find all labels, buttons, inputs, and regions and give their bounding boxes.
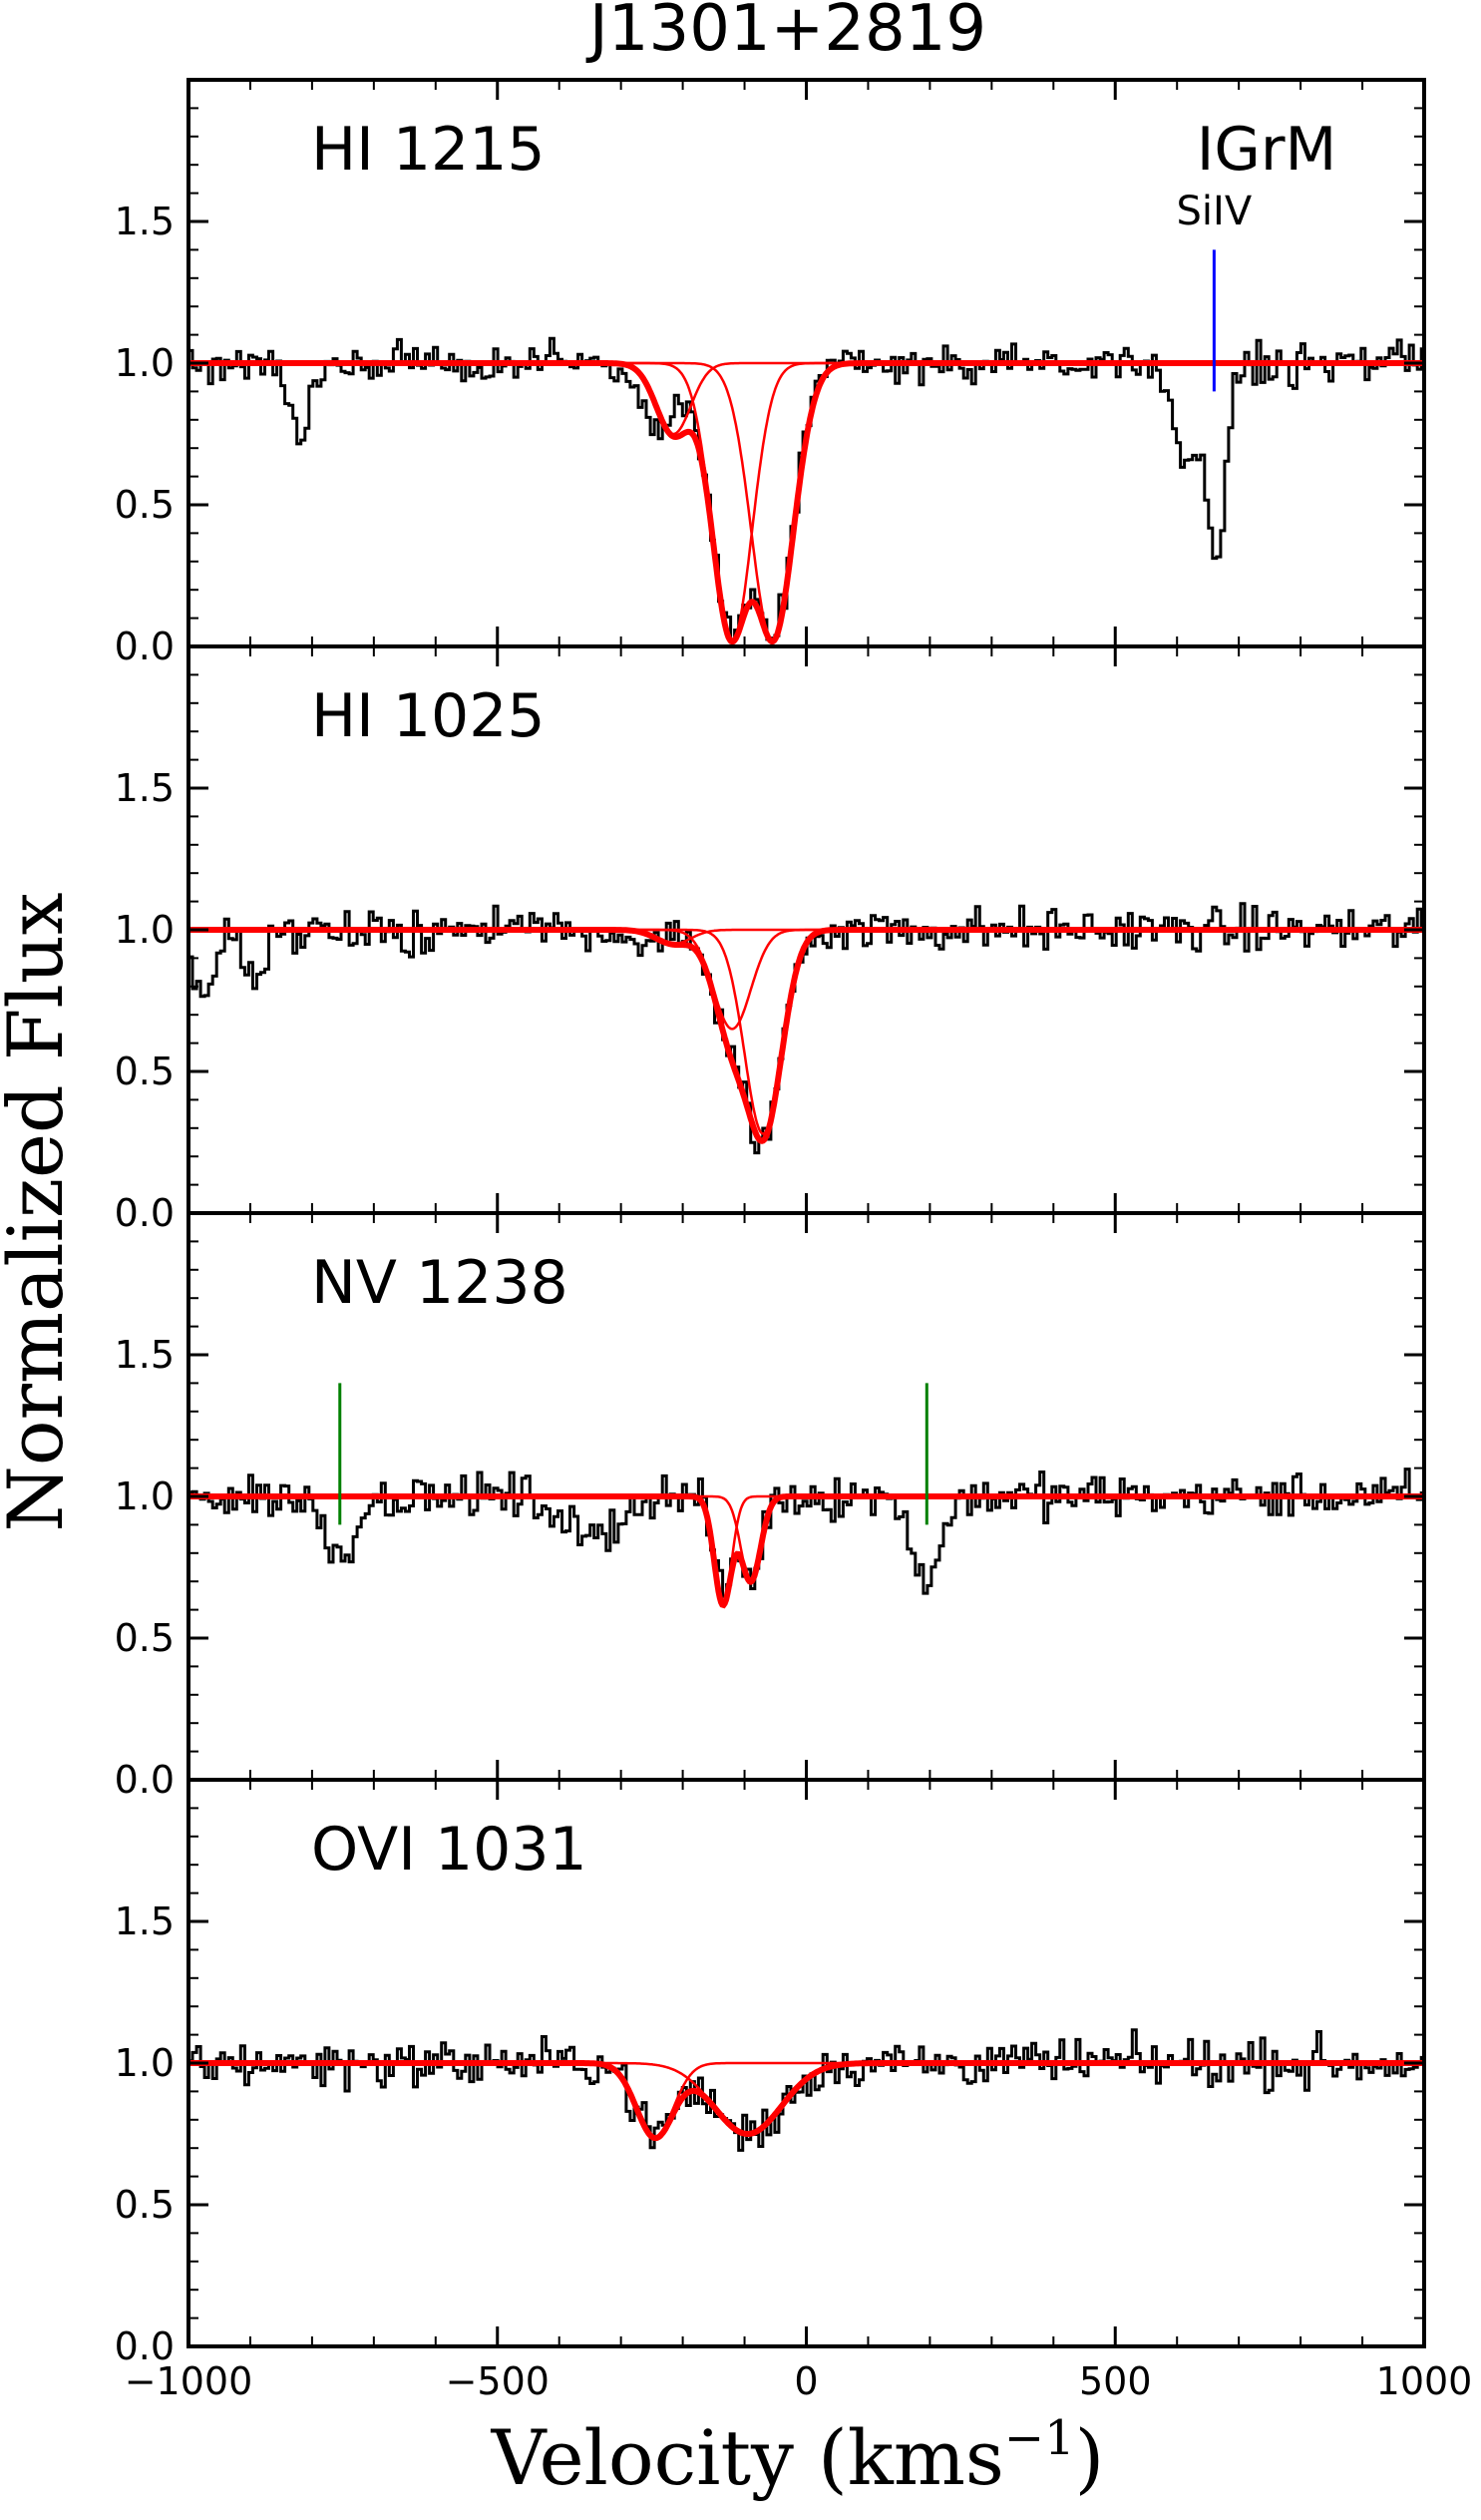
fit-component-2 — [188, 361, 1424, 642]
fit-component-2 — [188, 2061, 1424, 2136]
fit-total — [188, 2060, 1424, 2142]
y-tick-label: 0.5 — [115, 2183, 175, 2227]
y-tick-label: 0.5 — [115, 1050, 175, 1093]
observed-spectrum — [188, 336, 1424, 641]
x-tick-label: 500 — [1079, 2359, 1152, 2403]
fit-component-1 — [188, 1494, 1424, 1605]
fit-total — [188, 927, 1424, 1144]
y-axis-title: Normalized Flux — [0, 892, 80, 1531]
y-tick-label: 1.0 — [115, 341, 175, 385]
x-tick-labels: −1000 −500 0 500 1000 — [125, 2359, 1473, 2403]
observed-spectrum — [188, 1468, 1424, 1598]
panel-2: HI 1025 0.0 0.5 1.0 1.5 — [115, 644, 1426, 1235]
panel-label: NV 1238 — [311, 1248, 568, 1318]
y-tick-label: 0.0 — [115, 1758, 175, 1802]
fit-total — [188, 1493, 1424, 1609]
fit-component-2 — [188, 1494, 1424, 1583]
x-axis-title: Velocity (kms−1) — [491, 2410, 1105, 2502]
y-tick-label: 1.5 — [115, 766, 175, 810]
y-tick-label: 1.5 — [115, 1333, 175, 1377]
panel-label: OVI 1031 — [311, 1815, 587, 1885]
fit-component-1 — [188, 2061, 1424, 2139]
fit-component-3 — [188, 361, 1424, 642]
panel-label: HI 1025 — [311, 681, 546, 751]
panel-label: HI 1215 — [311, 115, 546, 185]
y-tick-label: 0.0 — [115, 2324, 175, 2368]
panel-4: OVI 1031 0.0 0.5 1.0 1.5 — [115, 1778, 1426, 2368]
x-tick-label: 1000 — [1376, 2359, 1473, 2403]
y-tick-label: 0.5 — [115, 483, 175, 527]
fit-total — [188, 360, 1424, 645]
y-tick-label: 0.0 — [115, 1191, 175, 1235]
x-tick-label: −1000 — [125, 2359, 253, 2403]
fit-component-3 — [188, 928, 1424, 1135]
figure-title: J1301+2819 — [585, 0, 986, 66]
x-tick-label: −500 — [446, 2359, 550, 2403]
panel-3: NV 1238 0.0 0.5 1.0 1.5 — [115, 1211, 1426, 1802]
y-tick-label: 1.5 — [115, 1899, 175, 1943]
y-tick-label: 1.0 — [115, 2041, 175, 2085]
y-tick-label: 1.0 — [115, 1474, 175, 1518]
annotation-igrm: IGrM — [1197, 115, 1337, 185]
y-tick-label: 1.0 — [115, 908, 175, 952]
observed-spectrum — [188, 2028, 1424, 2152]
annotation-siiv: SiIV — [1177, 189, 1253, 234]
y-tick-label: 1.5 — [115, 200, 175, 243]
y-tick-label: 0.0 — [115, 625, 175, 668]
y-tick-label: 0.5 — [115, 1616, 175, 1660]
x-tick-label: 0 — [794, 2359, 818, 2403]
